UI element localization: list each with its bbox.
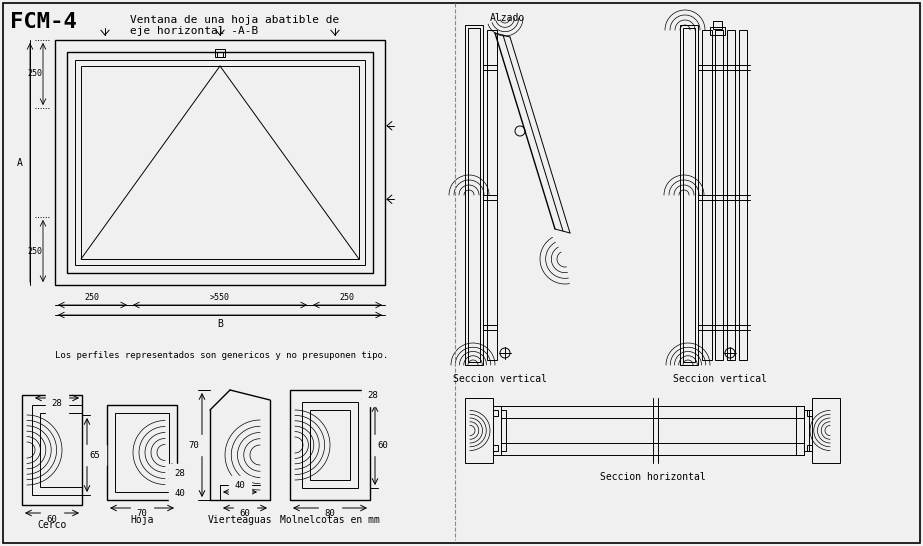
Bar xyxy=(217,52,223,57)
Bar xyxy=(107,405,177,500)
Bar xyxy=(683,28,695,362)
Bar xyxy=(22,395,82,505)
Text: FCM-4: FCM-4 xyxy=(10,12,77,32)
Text: A: A xyxy=(17,157,23,168)
Bar xyxy=(804,410,809,451)
Text: Vierteaguas: Vierteaguas xyxy=(208,515,272,525)
Bar xyxy=(493,410,498,416)
Bar xyxy=(32,405,82,495)
Bar xyxy=(75,60,365,265)
Bar xyxy=(465,25,483,365)
Text: 80: 80 xyxy=(325,509,335,519)
Text: Hoja: Hoja xyxy=(130,515,154,525)
Text: Seccion vertical: Seccion vertical xyxy=(453,374,547,384)
Text: Seccion vertical: Seccion vertical xyxy=(673,374,767,384)
Bar xyxy=(710,27,725,35)
Bar xyxy=(680,25,698,365)
Text: Alzado: Alzado xyxy=(490,13,525,23)
Bar xyxy=(807,445,812,451)
Bar xyxy=(715,30,723,360)
Bar xyxy=(115,413,169,492)
Bar xyxy=(702,30,712,360)
Text: 60: 60 xyxy=(47,514,57,524)
Text: >550: >550 xyxy=(210,293,230,301)
Bar xyxy=(493,445,498,451)
Bar xyxy=(812,398,840,463)
Text: 28: 28 xyxy=(52,399,63,407)
Bar xyxy=(40,413,82,487)
Text: 70: 70 xyxy=(137,509,148,519)
Bar xyxy=(290,390,370,500)
Text: Molnelcotas en mm: Molnelcotas en mm xyxy=(280,515,380,525)
Bar xyxy=(493,406,501,455)
Bar xyxy=(215,49,225,57)
Bar xyxy=(727,30,735,360)
Text: 28: 28 xyxy=(174,470,186,478)
Bar xyxy=(468,28,480,362)
Text: 250: 250 xyxy=(85,293,100,301)
Text: 28: 28 xyxy=(367,391,378,401)
Text: 250: 250 xyxy=(340,293,354,301)
Bar xyxy=(465,398,493,463)
Text: 250: 250 xyxy=(28,69,42,79)
Text: Ventana de una hoja abatible de: Ventana de una hoja abatible de xyxy=(130,15,340,25)
Bar xyxy=(713,21,722,29)
Bar xyxy=(501,410,506,451)
Text: 70: 70 xyxy=(188,441,199,449)
Bar xyxy=(310,410,350,480)
Text: 60: 60 xyxy=(378,441,389,449)
Text: 65: 65 xyxy=(90,450,101,460)
Bar xyxy=(487,30,497,360)
Text: 250: 250 xyxy=(28,246,42,256)
Bar xyxy=(739,30,747,360)
Text: Los perfiles representados son genericos y no presuponen tipo.: Los perfiles representados son genericos… xyxy=(55,351,389,359)
Bar xyxy=(81,66,359,259)
Text: Seccion horizontal: Seccion horizontal xyxy=(600,472,705,482)
Bar xyxy=(67,52,373,273)
Bar xyxy=(796,406,804,455)
Bar xyxy=(55,40,385,285)
Text: Cerco: Cerco xyxy=(37,520,66,530)
Text: 40: 40 xyxy=(174,490,186,498)
Text: 60: 60 xyxy=(240,509,250,519)
Text: eje horizontal -A-B: eje horizontal -A-B xyxy=(130,26,258,36)
Text: 40: 40 xyxy=(234,482,246,490)
Bar xyxy=(302,402,358,488)
Bar xyxy=(807,410,812,416)
Text: B: B xyxy=(217,319,223,329)
